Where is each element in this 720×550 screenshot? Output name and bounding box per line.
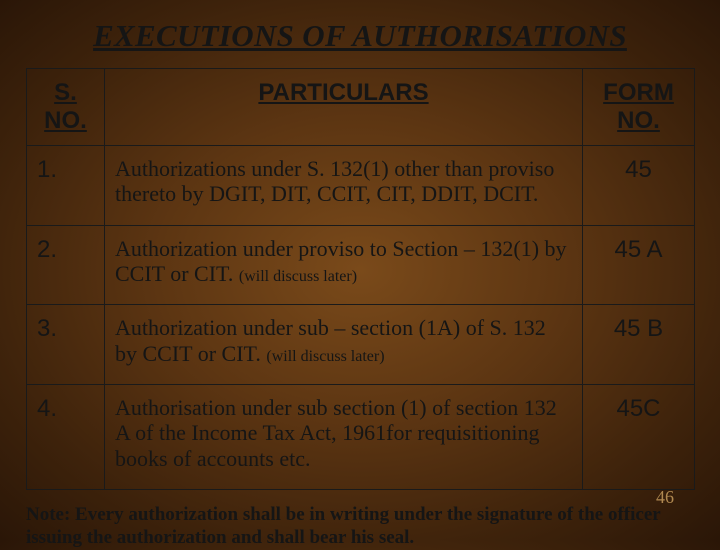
cell-particulars: Authorizations under S. 132(1) other tha… xyxy=(105,146,583,226)
table-row: 2. Authorization under proviso to Sectio… xyxy=(27,225,695,305)
col-header-form: FORM NO. xyxy=(583,69,695,146)
page-number: 46 xyxy=(656,487,674,508)
cell-sno: 3. xyxy=(27,305,105,385)
col-header-sno: S. NO. xyxy=(27,69,105,146)
cell-sno: 2. xyxy=(27,225,105,305)
slide-title: EXECUTIONS OF AUTHORISATIONS xyxy=(26,18,694,54)
cell-sno: 4. xyxy=(27,385,105,490)
cell-particulars: Authorization under sub – section (1A) o… xyxy=(105,305,583,385)
particulars-text: Authorisation under sub section (1) of s… xyxy=(115,395,557,471)
table-row: 4. Authorisation under sub section (1) o… xyxy=(27,385,695,490)
table-row: 1. Authorizations under S. 132(1) other … xyxy=(27,146,695,226)
cell-sno: 1. xyxy=(27,146,105,226)
table-header-row: S. NO. PARTICULARS FORM NO. xyxy=(27,69,695,146)
cell-form: 45 A xyxy=(583,225,695,305)
particulars-note: (will discuss later) xyxy=(239,268,357,285)
cell-particulars: Authorisation under sub section (1) of s… xyxy=(105,385,583,490)
cell-form: 45C xyxy=(583,385,695,490)
cell-form: 45 xyxy=(583,146,695,226)
authorisations-table: S. NO. PARTICULARS FORM NO. 1. Authoriza… xyxy=(26,68,695,490)
cell-form: 45 B xyxy=(583,305,695,385)
particulars-text: Authorizations under S. 132(1) other tha… xyxy=(115,156,554,206)
col-header-particulars: PARTICULARS xyxy=(105,69,583,146)
table-row: 3. Authorization under sub – section (1A… xyxy=(27,305,695,385)
particulars-note: (will discuss later) xyxy=(266,348,384,365)
cell-particulars: Authorization under proviso to Section –… xyxy=(105,225,583,305)
footnote: Note: Every authorization shall be in wr… xyxy=(26,504,694,550)
